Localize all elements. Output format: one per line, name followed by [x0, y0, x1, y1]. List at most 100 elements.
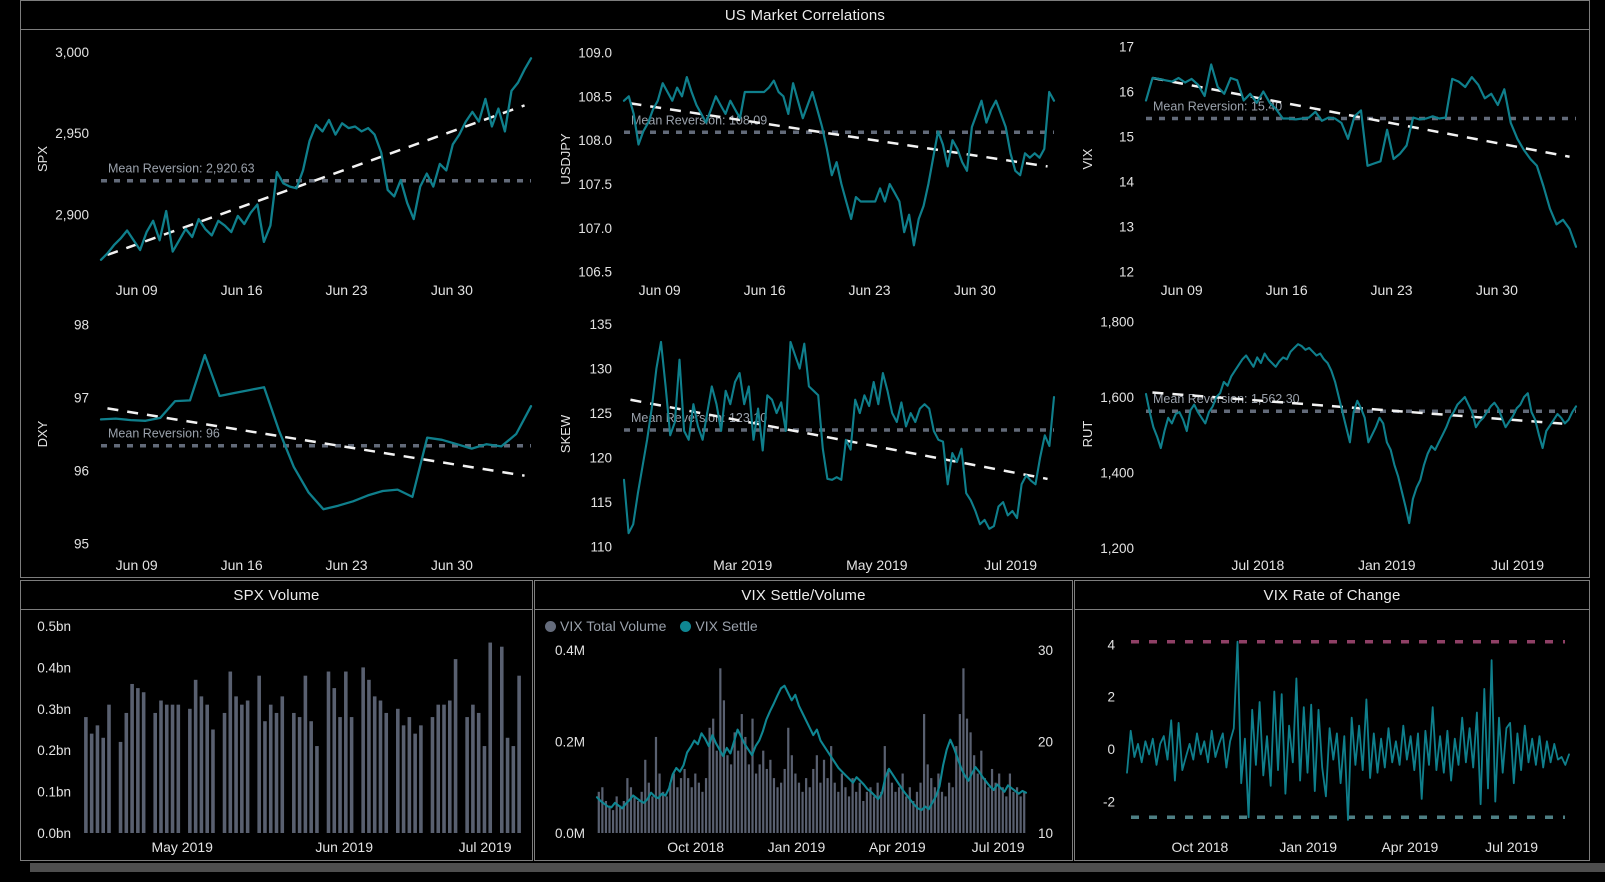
panel-title-bar: VIX Settle/Volume [535, 581, 1072, 610]
svg-text:Jun 30: Jun 30 [954, 282, 996, 298]
svg-text:Apr 2019: Apr 2019 [1381, 839, 1438, 855]
svg-text:Mean Reversion: 96: Mean Reversion: 96 [108, 427, 220, 441]
panel-title: VIX Settle/Volume [741, 586, 866, 604]
svg-text:15: 15 [1119, 130, 1134, 145]
page-title: US Market Correlations [724, 6, 886, 24]
svg-text:Mean Reversion: 15.40: Mean Reversion: 15.40 [1153, 100, 1282, 114]
svg-text:4: 4 [1107, 637, 1115, 652]
svg-text:110: 110 [590, 540, 612, 555]
svg-text:RUT: RUT [1080, 421, 1095, 448]
svg-text:Jun 23: Jun 23 [1371, 282, 1413, 298]
svg-text:Jan 2019: Jan 2019 [768, 839, 826, 855]
panel-spx-volume: SPX Volume 0.0bn 0.1bn 0.2bn 0.3bn 0.4bn 0.5b… [20, 580, 533, 861]
svg-text:Mar 2019: Mar 2019 [713, 557, 772, 573]
svg-text:Mean Reversion: 2,920.63: Mean Reversion: 2,920.63 [108, 162, 255, 176]
svg-text:Jan 2019: Jan 2019 [1279, 839, 1337, 855]
svg-text:108.5: 108.5 [578, 89, 612, 104]
svg-text:0.0bn: 0.0bn [37, 826, 71, 841]
svg-text:12: 12 [1119, 265, 1134, 280]
svg-text:Mean Reversion: 123.10: Mean Reversion: 123.10 [631, 411, 767, 425]
svg-text:USDJPY: USDJPY [558, 133, 573, 185]
svg-text:108.0: 108.0 [578, 133, 612, 148]
svg-text:0.1bn: 0.1bn [37, 785, 71, 800]
svg-text:0.4bn: 0.4bn [37, 660, 71, 675]
panel-title: SPX Volume [233, 586, 320, 604]
svg-text:Jun 09: Jun 09 [1161, 282, 1203, 298]
panel-title: VIX Rate of Change [1263, 586, 1401, 604]
svg-text:Apr 2019: Apr 2019 [869, 839, 926, 855]
window-bottom-edge [30, 863, 1605, 872]
svg-text:Jun 09: Jun 09 [116, 557, 158, 573]
legend-label: VIX Settle [695, 618, 758, 634]
svg-text:Oct 2018: Oct 2018 [1172, 839, 1229, 855]
chart-vix[interactable]: 12 13 14 15 16 17 Jun 09 Jun 16 Jun 23 Jun 30 VIX M… [1066, 30, 1589, 305]
svg-text:-2: -2 [1103, 795, 1115, 810]
chart-spx[interactable]: 2,900 2,950 3,000 Jun 09 Jun 16 Jun 23 Jun 30 S… [21, 30, 544, 305]
chart-vix-roc[interactable]: -2 0 2 4 Oct 2018 Jan 2019 Apr 2019 Jul 2019 [1075, 610, 1589, 861]
svg-text:109.0: 109.0 [578, 46, 612, 61]
svg-text:30: 30 [1038, 643, 1053, 658]
svg-text:14: 14 [1119, 175, 1135, 190]
chart-rut[interactable]: 1,200 1,400 1,600 1,800 Jul 2018 Jan 2019 Jul … [1066, 305, 1589, 580]
chart-vix-settle-volume[interactable]: VIX Total Volume VIX Settle 0.0M 0.2M 0.4M… [535, 610, 1072, 861]
svg-text:Jun 16: Jun 16 [743, 282, 785, 298]
legend-item-vix-total-volume[interactable]: VIX Total Volume [545, 618, 666, 634]
svg-text:1,200: 1,200 [1101, 541, 1135, 556]
svg-text:0.4M: 0.4M [555, 643, 585, 658]
svg-text:98: 98 [74, 317, 89, 332]
legend-dot-gray-icon [545, 620, 556, 632]
svg-text:2,950: 2,950 [55, 126, 89, 141]
svg-text:Jun 16: Jun 16 [221, 557, 263, 573]
svg-text:135: 135 [589, 317, 612, 332]
svg-text:Mean Reversion: 1,562.30: Mean Reversion: 1,562.30 [1153, 392, 1300, 406]
panel-vix-settle-volume: VIX Settle/Volume VIX Total Volume VIX S… [534, 580, 1073, 861]
panel-title-bar: US Market Correlations [21, 1, 1589, 30]
svg-text:1,800: 1,800 [1101, 315, 1135, 330]
svg-text:Jun 16: Jun 16 [221, 282, 263, 298]
svg-text:SPX: SPX [35, 146, 50, 172]
svg-text:17: 17 [1119, 40, 1134, 55]
svg-text:0.2M: 0.2M [555, 735, 585, 750]
svg-text:0.2bn: 0.2bn [37, 743, 71, 758]
svg-text:Jan 2019: Jan 2019 [1358, 557, 1416, 573]
svg-text:DXY: DXY [35, 420, 50, 447]
svg-text:125: 125 [589, 406, 612, 421]
svg-text:20: 20 [1038, 735, 1053, 750]
svg-text:Jun 09: Jun 09 [638, 282, 680, 298]
svg-text:106.5: 106.5 [578, 265, 612, 280]
svg-text:Jul 2019: Jul 2019 [984, 557, 1037, 573]
svg-text:13: 13 [1119, 220, 1134, 235]
svg-text:120: 120 [589, 451, 612, 466]
correlation-chart-grid: 2,900 2,950 3,000 Jun 09 Jun 16 Jun 23 Jun 30 S… [21, 30, 1589, 580]
chart-spx-volume[interactable]: 0.0bn 0.1bn 0.2bn 0.3bn 0.4bn 0.5bn May 2019 Ju… [21, 610, 532, 861]
legend-label: VIX Total Volume [560, 618, 667, 634]
svg-text:Jun 23: Jun 23 [326, 282, 368, 298]
svg-text:May 2019: May 2019 [846, 557, 908, 573]
svg-text:1,600: 1,600 [1101, 390, 1135, 405]
panel-vix-rate-of-change: VIX Rate of Change -2 0 2 4 Oct 2018 Jan 2019… [1074, 580, 1590, 861]
panel-title-bar: SPX Volume [21, 581, 532, 610]
svg-text:Oct 2018: Oct 2018 [667, 839, 724, 855]
svg-text:2,900: 2,900 [55, 207, 89, 222]
svg-text:2: 2 [1107, 690, 1115, 705]
svg-text:Jun 09: Jun 09 [116, 282, 158, 298]
legend-item-vix-settle[interactable]: VIX Settle [680, 618, 758, 634]
chart-skew[interactable]: 110 115 120 125 130 135 Mar 2019 May 2019 Jul 20… [544, 305, 1067, 580]
chart-usdjpy[interactable]: 106.5 107.0 107.5 108.0 108.5 109.0 Jun 09 Jun … [544, 30, 1067, 305]
svg-text:0.0M: 0.0M [555, 826, 585, 841]
svg-text:Jul 2018: Jul 2018 [1232, 557, 1285, 573]
chart-dxy[interactable]: 95 96 97 98 Jun 09 Jun 16 Jun 23 Jun 30 DXY Mean … [21, 305, 544, 580]
svg-text:0.5bn: 0.5bn [37, 619, 71, 634]
svg-text:Jun 23: Jun 23 [326, 557, 368, 573]
svg-text:0.3bn: 0.3bn [37, 702, 71, 717]
legend-dot-teal-icon [680, 620, 692, 632]
svg-text:107.5: 107.5 [578, 177, 612, 192]
svg-text:10: 10 [1038, 826, 1053, 841]
svg-text:Jul 2019: Jul 2019 [972, 839, 1025, 855]
svg-text:130: 130 [589, 362, 612, 377]
svg-text:May 2019: May 2019 [151, 839, 213, 855]
svg-text:Jun 2019: Jun 2019 [315, 839, 373, 855]
svg-text:Jun 23: Jun 23 [848, 282, 890, 298]
svg-text:115: 115 [590, 495, 612, 510]
svg-text:Jun 30: Jun 30 [1476, 282, 1518, 298]
